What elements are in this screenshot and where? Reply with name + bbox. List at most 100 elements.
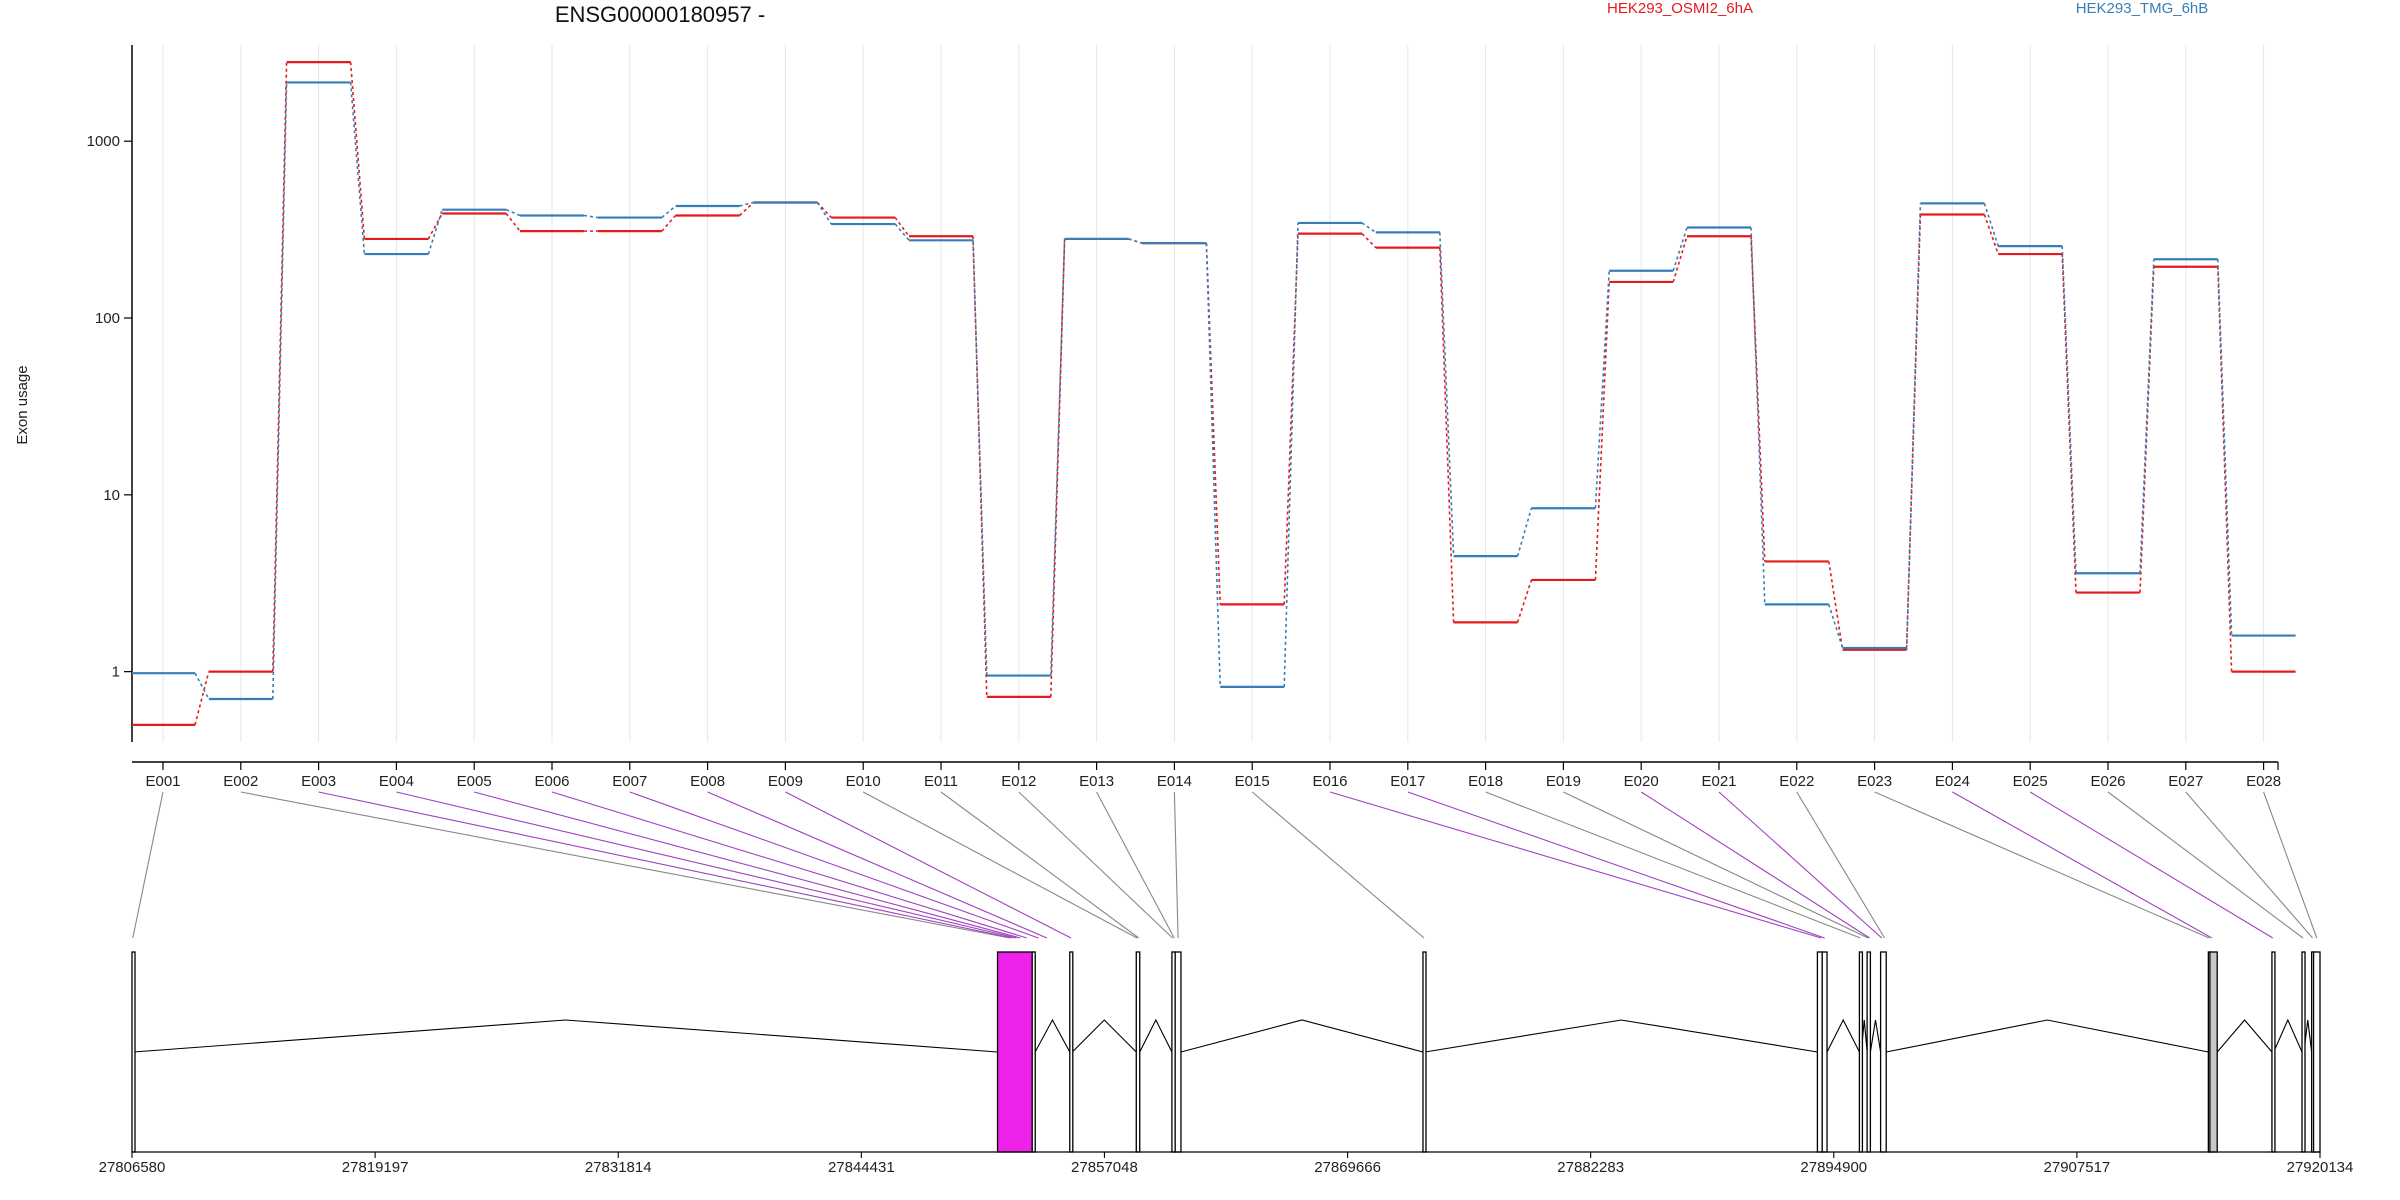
intron <box>1034 1018 1071 1053</box>
series-2-connector <box>1983 203 1999 247</box>
axes: 1 10 100 1000 E001 E002 E003 E004 E005 E006 E007 E0… <box>87 45 2281 790</box>
intron <box>1886 1019 2209 1053</box>
series-1-connector <box>661 214 677 232</box>
exon-block <box>1069 951 1074 1153</box>
series-2-connector <box>2217 259 2233 636</box>
x-tick-label-e028: E028 <box>2246 773 2281 790</box>
series-1-connector <box>349 62 366 240</box>
exon-block <box>1174 951 1182 1153</box>
series-2-connector <box>427 209 443 255</box>
exon-link-e021 <box>1718 791 1883 939</box>
intron <box>1826 1018 1860 1053</box>
exon-link-e025 <box>2029 791 2274 939</box>
series-2-connector <box>1672 227 1688 272</box>
x-tick-label-e010: E010 <box>846 773 881 790</box>
exon-link-e022 <box>1796 791 1886 939</box>
series-1-connector <box>1750 236 1766 562</box>
genomic-tick-label: 27882283 <box>1557 1159 1624 1176</box>
x-tick-label-e011: E011 <box>924 773 958 790</box>
grid-lines <box>162 45 2265 742</box>
exon-link-e008 <box>707 791 1048 939</box>
series-1-connector <box>194 671 210 726</box>
exon-block <box>2271 951 2276 1153</box>
x-tick-label-e016: E016 <box>1312 773 1347 790</box>
y-axis-label: Exon usage <box>14 365 31 444</box>
genomic-tick-label: 27894900 <box>1800 1159 1867 1176</box>
series-1-connector <box>1983 214 1999 255</box>
x-tick-label-e003: E003 <box>301 773 336 790</box>
x-tick-label-e004: E004 <box>379 773 414 790</box>
gene-model <box>131 951 2321 1153</box>
x-tick-label-e024: E024 <box>1935 773 1970 790</box>
x-tick-label-e018: E018 <box>1468 773 1503 790</box>
intron <box>1425 1019 1818 1053</box>
exon-link-e027 <box>2185 791 2314 939</box>
series-2-connector <box>1750 227 1766 605</box>
exon-link-e007 <box>629 791 1039 939</box>
genomic-tick-label: 27831814 <box>585 1159 652 1176</box>
series-2-connector <box>505 208 521 217</box>
x-tick-label-e014: E014 <box>1157 773 1192 790</box>
series-2-connector <box>272 82 288 700</box>
exon-link-e014 <box>1173 791 1179 939</box>
exon-block <box>1821 951 1828 1153</box>
exon-link-e005 <box>474 791 1021 939</box>
exon-link-e028 <box>2263 791 2318 939</box>
series-1-connector <box>1283 233 1299 605</box>
legend-series-2: HEK293_TMG_6hB <box>2076 0 2209 17</box>
series-2-connector <box>194 672 210 700</box>
x-tick-label-e012: E012 <box>1001 773 1036 790</box>
x-tick-label-e027: E027 <box>2168 773 2203 790</box>
exon-link-e016 <box>1329 791 1822 939</box>
series-2-connector <box>1828 604 1844 649</box>
intron <box>1139 1018 1173 1053</box>
exon-block <box>1422 951 1427 1153</box>
series-1 <box>132 61 2296 726</box>
x-tick-label-e021: E021 <box>1701 773 1736 790</box>
exon-link-e018 <box>1485 791 1861 939</box>
x-tick-label-e022: E022 <box>1779 773 1814 790</box>
chart-title: ENSG00000180957 - <box>555 2 765 27</box>
exon-link-e011 <box>940 791 1140 939</box>
genomic-tick-label: 27857048 <box>1071 1159 1138 1176</box>
intron <box>1071 1019 1137 1053</box>
intron <box>2216 1019 2273 1053</box>
series-1-connector <box>816 201 832 219</box>
exon-block <box>1866 951 1872 1153</box>
intron <box>1869 1019 1882 1053</box>
x-tick-label-e002: E002 <box>223 773 258 790</box>
exon-block <box>996 951 1033 1153</box>
series-1-connector <box>1439 247 1455 623</box>
series-2-connector <box>1128 238 1143 244</box>
exon-block <box>1858 951 1864 1153</box>
x-tick-label-e020: E020 <box>1624 773 1659 790</box>
y-tick-label: 1 <box>112 664 120 681</box>
series-1-connector <box>1594 281 1610 580</box>
exon-block <box>1816 951 1823 1153</box>
x-tick-label-e008: E008 <box>690 773 725 790</box>
series-2-connector <box>1594 270 1610 509</box>
exon-link-e015 <box>1251 791 1425 939</box>
x-tick-label-e017: E017 <box>1390 773 1425 790</box>
x-tick-label-e026: E026 <box>2090 773 2125 790</box>
genomic-tick-label: 27920134 <box>2287 1159 2354 1176</box>
exon-link-e023 <box>1874 791 2210 939</box>
x-tick-label-e019: E019 <box>1546 773 1581 790</box>
intron <box>1180 1019 1424 1053</box>
exon-link-e003 <box>318 791 1013 939</box>
exon-block <box>131 951 136 1153</box>
x-tick-label-e005: E005 <box>457 773 492 790</box>
series-1-connector <box>1516 579 1533 623</box>
exon-link-e024 <box>1952 791 2213 939</box>
exon-link-e002 <box>240 791 1010 939</box>
exon-link-e004 <box>396 791 1017 939</box>
genomic-tick-label: 27907517 <box>2044 1159 2111 1176</box>
series-1-connector <box>505 213 521 232</box>
series-2-connector <box>1361 222 1377 234</box>
y-tick-label: 100 <box>95 310 120 327</box>
x-tick-label-e006: E006 <box>534 773 569 790</box>
series-1-connector <box>1828 561 1844 650</box>
genomic-tick-label: 27844431 <box>828 1159 895 1176</box>
genomic-axis: 27806580 27819197 27831814 27844431 27857048… <box>99 1151 2354 1176</box>
exon-block <box>2312 951 2321 1153</box>
